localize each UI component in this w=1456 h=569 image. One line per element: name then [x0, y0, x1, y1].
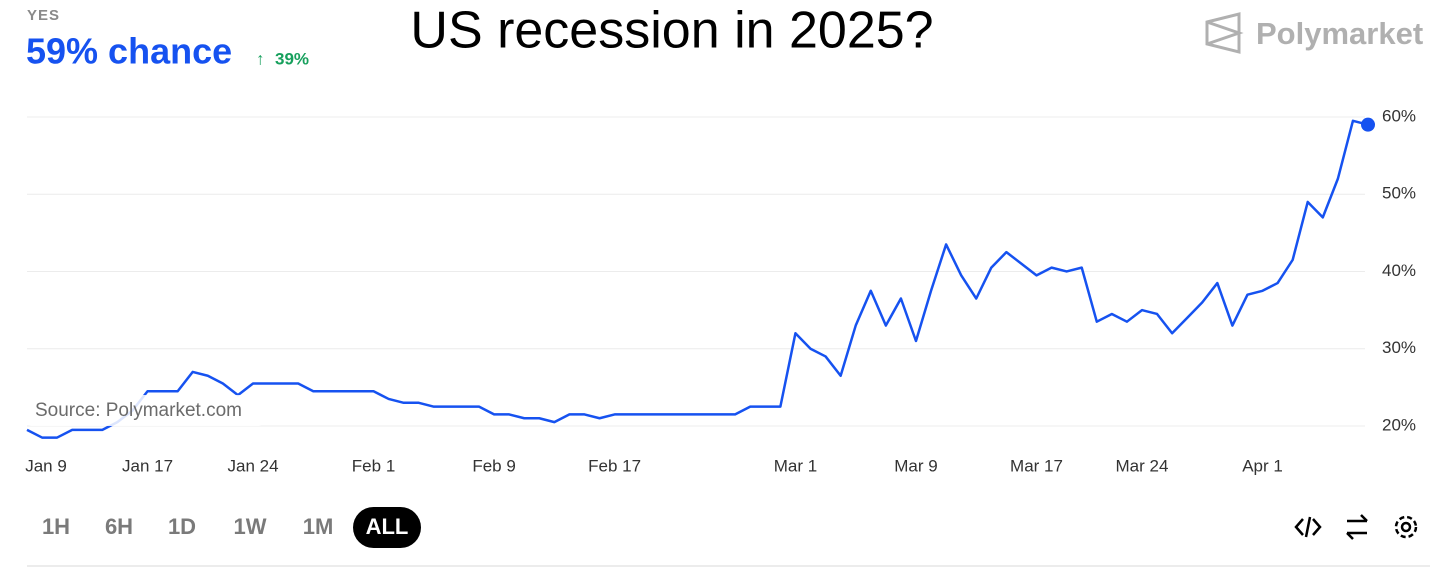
chance: 59% chance: [26, 31, 232, 72]
x-tick-label: Jan 24: [227, 456, 278, 475]
source: Source: Polymarket.com: [35, 400, 242, 421]
settings-glyph: [1400, 521, 1412, 533]
y-tick-label: 30%: [1382, 338, 1416, 357]
swap-icon[interactable]: [1346, 514, 1368, 540]
x-tick-label: Mar 17: [1010, 456, 1063, 475]
y-tick-label: 20%: [1382, 415, 1416, 434]
timeframe-label: 1M: [303, 514, 334, 539]
x-tick-label: Mar 9: [894, 456, 937, 475]
brand-logo: [1205, 12, 1244, 54]
swap-glyph: [1346, 514, 1368, 540]
timeframe-button[interactable]: ALL: [353, 507, 421, 548]
timeframe-selected: [353, 507, 421, 548]
source-box: [27, 395, 263, 426]
timeframe-label: ALL: [366, 514, 409, 539]
timeframe-button[interactable]: 1D: [168, 514, 196, 539]
x-tick-label: Feb 1: [352, 456, 395, 475]
embed-icon[interactable]: [1294, 516, 1322, 538]
y-tick-label: 40%: [1382, 261, 1416, 280]
x-tick-label: Apr 1: [1242, 456, 1283, 475]
x-tick-label: Mar 1: [774, 456, 817, 475]
y-tick-label: 60%: [1382, 106, 1416, 125]
change-arrow: ↑: [256, 49, 265, 68]
settings-icon[interactable]: [1394, 515, 1418, 539]
timeframe-button[interactable]: 6H: [105, 514, 133, 539]
timeframe-label: 1D: [168, 514, 196, 539]
timeframe-button[interactable]: 1H: [42, 514, 70, 539]
x-tick-label: Feb 9: [472, 456, 515, 475]
last-point: [1361, 117, 1375, 132]
x-tick-label: Feb 17: [588, 456, 641, 475]
y-tick-label: 50%: [1382, 184, 1416, 203]
embed-glyph: [1294, 516, 1322, 538]
logo-icon: [1205, 12, 1244, 54]
x-tick-label: Jan 17: [122, 456, 173, 475]
timeframes: 1H 6H 1D 1W 1M ALL: [42, 507, 421, 548]
x-tick-label: Jan 9: [25, 456, 67, 475]
timeframe-label: 6H: [105, 514, 133, 539]
timeframe-label: 1H: [42, 514, 70, 539]
settings-glyph: [1394, 515, 1418, 539]
plot: 20% 30% 40% 50% 60% Jan 9 Jan 17 Jan 24 Feb 1 Feb…: [25, 106, 1416, 475]
outcome-label: YES: [27, 7, 60, 24]
change: 39%: [275, 49, 309, 68]
timeframe-label: 1W: [234, 514, 267, 539]
chart-title: US recession in 2025?: [410, 2, 933, 60]
timeframe-button[interactable]: 1M: [303, 514, 334, 539]
brand: Polymarket: [1256, 16, 1423, 51]
line: [26, 119, 1369, 439]
x-tick-label: Mar 24: [1116, 456, 1169, 475]
timeframe-button[interactable]: 1W: [234, 514, 267, 539]
